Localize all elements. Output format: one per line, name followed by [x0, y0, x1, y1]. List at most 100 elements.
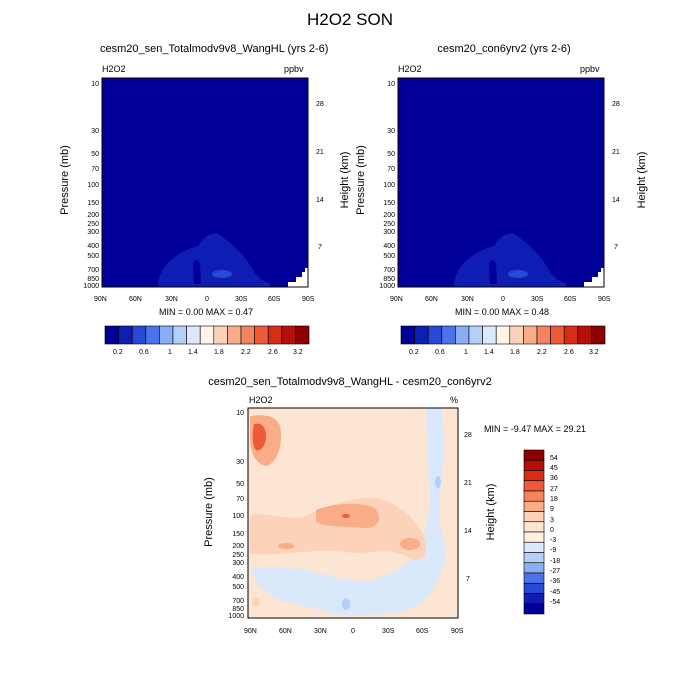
panel2-ytick: 70 — [387, 166, 395, 173]
panel1-height-tick: 7 — [318, 244, 322, 251]
panel3-colorbar-label: -18 — [550, 558, 561, 565]
panel3-xtick: 90N — [244, 628, 257, 635]
panel1-height-tick: 21 — [316, 149, 324, 156]
panel1-missing-region — [288, 268, 308, 287]
panel1-ylabel: Pressure (mb) — [59, 145, 71, 215]
panel2-xtick: 60S — [564, 296, 577, 303]
panel3-height-tick: 28 — [464, 432, 472, 439]
panel2-xtick: 90S — [598, 296, 611, 303]
colorbar-swatch — [159, 325, 174, 345]
colorbar-swatch — [295, 325, 310, 345]
panel2-colorbar — [400, 325, 606, 345]
panel3-height-tick: 21 — [464, 480, 472, 487]
colorbar-swatch — [118, 325, 133, 345]
panel1-xtick: 60N — [129, 296, 142, 303]
colorbar-swatch — [523, 552, 545, 564]
panel3-neg-blob-a — [435, 476, 441, 488]
panel3-pos-upper-left-core — [252, 423, 266, 451]
panel2-ytick: 50 — [387, 151, 395, 158]
panel3-stats: MIN = -9.47 MAX = 29.21 — [484, 424, 587, 434]
panel2-stats: MIN = 0.00 MAX = 0.48 — [454, 307, 550, 317]
panel1-stats: MIN = 0.00 MAX = 0.47 — [158, 307, 254, 317]
colorbar-swatch — [172, 325, 187, 345]
panel3-frame — [247, 407, 459, 619]
colorbar-swatch — [414, 325, 429, 345]
panel2-variable: H2O2 — [398, 64, 422, 74]
colorbar-swatch — [523, 603, 545, 615]
panel1-colorbar-label: 1.4 — [188, 349, 198, 356]
panel2-plot — [397, 77, 605, 288]
panel2-ytick: 100 — [383, 182, 395, 189]
panel1-height-tick: 14 — [316, 197, 324, 204]
panel1-ytick: 10 — [91, 81, 99, 88]
panel2-units: ppbv — [580, 64, 600, 74]
colorbar-swatch — [523, 459, 545, 471]
panel3-neg-right — [250, 408, 446, 616]
colorbar-swatch — [186, 325, 201, 345]
colorbar-swatch — [509, 325, 524, 345]
colorbar-swatch — [427, 325, 443, 345]
panel1-plot — [101, 77, 309, 288]
colorbar-swatch — [523, 511, 545, 523]
panel2-colorbar-label: 2.6 — [564, 349, 574, 356]
panel2-ytick: 700 — [383, 267, 395, 274]
panel3-colorbar-label: -9 — [550, 547, 557, 554]
panel1-colorbar-label: 3.2 — [293, 349, 303, 356]
panel2-title: cesm20_con6yrv2 (yrs 2-6) — [437, 43, 571, 55]
panel3-ytick: 700 — [232, 598, 244, 605]
figure-title: H2O2 SON — [307, 10, 393, 29]
panel3-xtick: 60S — [416, 628, 429, 635]
panel1-ytick: 850 — [87, 276, 99, 283]
panel2-ylabel-right: Height (km) — [636, 151, 648, 209]
panel2-height-tick: 14 — [612, 197, 620, 204]
panel1-colorbar — [104, 325, 310, 345]
panel1-ytick: 250 — [87, 221, 99, 228]
panel1-ytick: 700 — [87, 267, 99, 274]
panel2-ytick: 1000 — [379, 283, 395, 290]
panel1-xtick: 30S — [235, 296, 248, 303]
colorbar-swatch — [281, 325, 296, 345]
panel3-pos-blob-bottom — [252, 597, 260, 607]
panel3-pos-band-mid — [250, 497, 426, 560]
panel2-ytick: 200 — [383, 212, 395, 219]
panel1-ylabel-right: Height (km) — [339, 151, 351, 209]
panel3-colorbar-label: 9 — [550, 506, 554, 513]
panel1-xtick: 0 — [205, 296, 209, 303]
panel2-ylabel: Pressure (mb) — [355, 145, 367, 215]
panel3-xtick: 90S — [451, 628, 464, 635]
colorbar-swatch — [227, 325, 242, 345]
panel3-pos-band-max — [342, 514, 350, 518]
panel3-xtick: 60N — [279, 628, 292, 635]
panel1-ytick: 500 — [87, 253, 99, 260]
panel2-colorbar-label: 3.2 — [589, 349, 599, 356]
colorbar-swatch — [523, 541, 545, 553]
colorbar-swatch — [254, 325, 269, 345]
panel3-pos-small-blob — [278, 543, 294, 549]
panel3-pos-lower-blob — [400, 538, 420, 550]
colorbar-swatch — [550, 325, 565, 345]
panel1-frame — [101, 77, 309, 288]
colorbar-swatch — [523, 582, 545, 594]
colorbar-swatch — [523, 449, 545, 461]
panel3-ylabel-right: Height (km) — [485, 483, 497, 541]
panel2-xtick: 60N — [425, 296, 438, 303]
panel3-xtick: 30N — [314, 628, 327, 635]
panel3-colorbar-label: -45 — [550, 589, 561, 596]
panel3-ytick: 70 — [236, 496, 244, 503]
panel1-ytick: 150 — [87, 200, 99, 207]
panel1-contour-lower — [158, 233, 270, 287]
panel3-ytick: 100 — [232, 513, 244, 520]
panel2-contour-lower — [454, 233, 566, 287]
panel3-height-tick: 7 — [466, 576, 470, 583]
panel3-ylabel: Pressure (mb) — [203, 477, 215, 547]
colorbar-swatch — [468, 325, 483, 345]
panel3-ytick: 150 — [232, 531, 244, 538]
panel1-ytick: 400 — [87, 243, 99, 250]
panel2-xtick: 30S — [531, 296, 544, 303]
panel3-ytick: 30 — [236, 459, 244, 466]
colorbar-swatch — [523, 500, 545, 512]
colorbar-swatch — [240, 325, 255, 345]
panel2-ytick: 250 — [383, 221, 395, 228]
panel3-colorbar-label: 0 — [550, 527, 554, 534]
panel3-ytick: 200 — [232, 543, 244, 550]
